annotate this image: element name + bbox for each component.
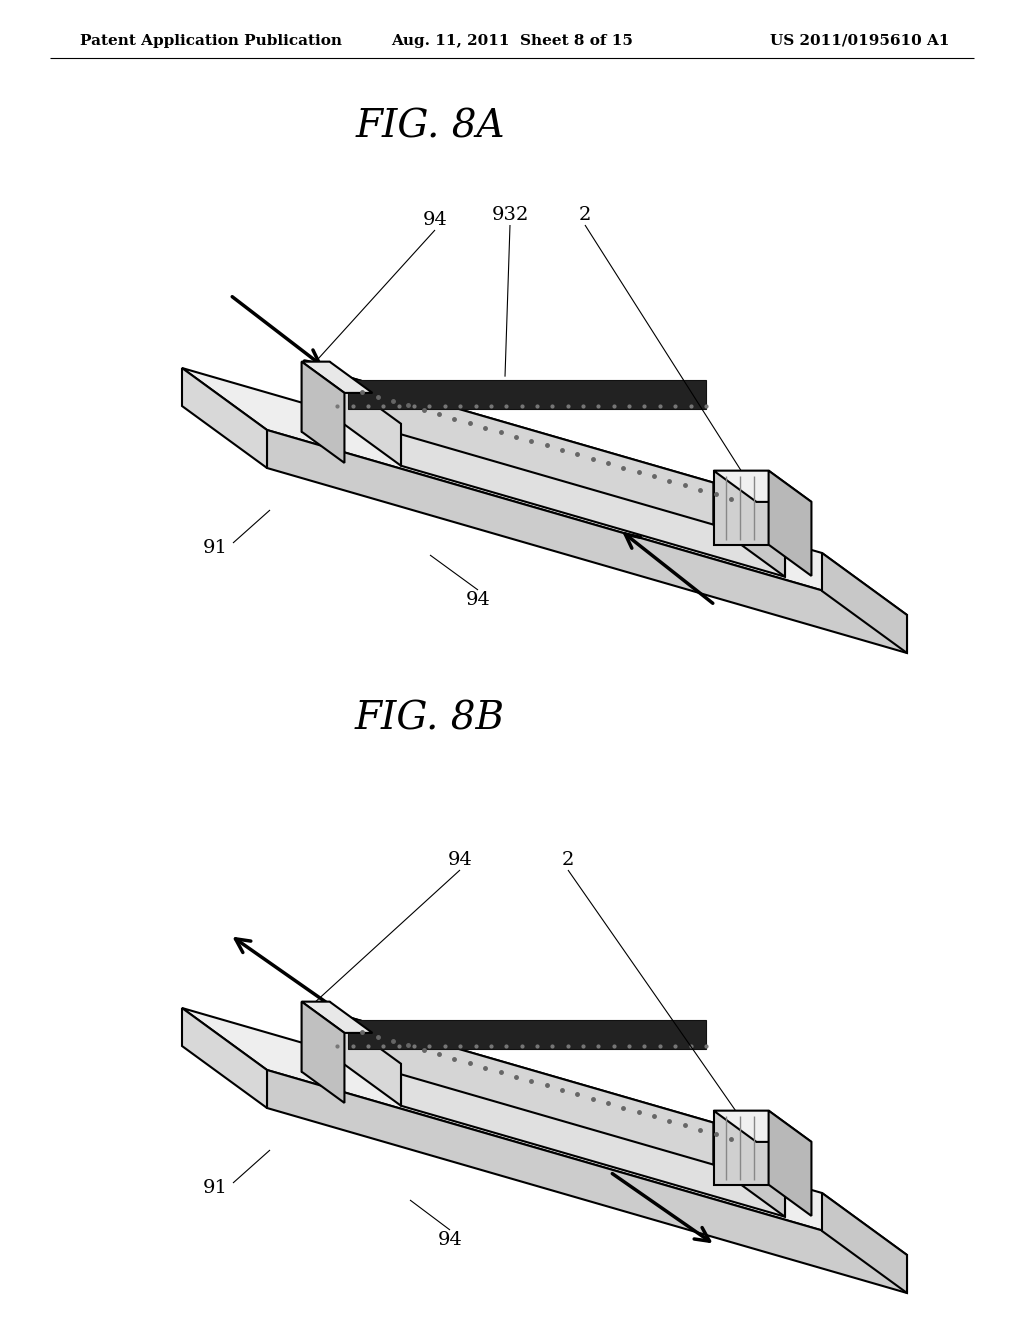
- Text: Aug. 11, 2011  Sheet 8 of 15: Aug. 11, 2011 Sheet 8 of 15: [391, 34, 633, 48]
- Polygon shape: [302, 362, 373, 393]
- Polygon shape: [714, 471, 769, 545]
- Polygon shape: [330, 1011, 714, 1164]
- Polygon shape: [182, 1008, 267, 1107]
- Polygon shape: [302, 1002, 344, 1104]
- Text: Patent Application Publication: Patent Application Publication: [80, 34, 342, 48]
- Polygon shape: [302, 1002, 373, 1034]
- Polygon shape: [182, 368, 907, 615]
- Polygon shape: [347, 1019, 706, 1048]
- Text: 2: 2: [579, 206, 591, 224]
- Polygon shape: [267, 430, 907, 653]
- Polygon shape: [330, 372, 785, 535]
- Text: FIG. 8A: FIG. 8A: [355, 108, 505, 145]
- Text: 932: 932: [492, 206, 528, 224]
- Polygon shape: [714, 1110, 769, 1184]
- Polygon shape: [822, 1193, 907, 1294]
- Polygon shape: [714, 471, 811, 502]
- Polygon shape: [714, 483, 785, 577]
- Polygon shape: [330, 372, 401, 466]
- Polygon shape: [769, 471, 811, 576]
- Polygon shape: [401, 424, 785, 577]
- Text: 91: 91: [203, 539, 227, 557]
- Text: 94: 94: [466, 591, 490, 609]
- Text: 94: 94: [423, 211, 447, 228]
- Polygon shape: [769, 1110, 811, 1216]
- Polygon shape: [714, 1110, 811, 1142]
- Polygon shape: [302, 362, 330, 432]
- Polygon shape: [182, 368, 267, 469]
- Polygon shape: [714, 1122, 785, 1217]
- Text: 2: 2: [562, 851, 574, 869]
- Polygon shape: [347, 380, 706, 409]
- Text: FIG. 8B: FIG. 8B: [355, 700, 505, 737]
- Polygon shape: [822, 553, 907, 653]
- Text: 94: 94: [437, 1232, 463, 1249]
- Polygon shape: [302, 362, 344, 463]
- Text: 94: 94: [447, 851, 472, 869]
- Polygon shape: [330, 1011, 401, 1106]
- Text: US 2011/0195610 A1: US 2011/0195610 A1: [770, 34, 950, 48]
- Polygon shape: [267, 1071, 907, 1294]
- Polygon shape: [330, 1011, 785, 1175]
- Text: 91: 91: [203, 1179, 227, 1197]
- Polygon shape: [401, 1064, 785, 1217]
- Polygon shape: [302, 1002, 330, 1072]
- Polygon shape: [330, 372, 714, 524]
- Polygon shape: [182, 1008, 907, 1255]
